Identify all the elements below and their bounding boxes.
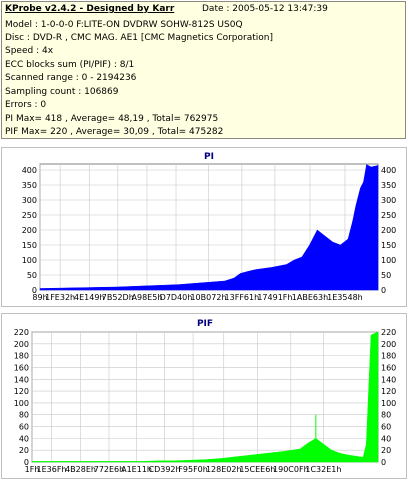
y-tick-label-left: 120 <box>14 387 29 396</box>
y-tick-label-left: 50 <box>27 271 37 280</box>
y-tick-label-left: 100 <box>14 399 29 408</box>
y-tick-label-right: 50 <box>381 271 391 280</box>
info-errors: Errors : 0 <box>5 100 47 110</box>
x-tick-label: 1FE32h <box>45 293 75 302</box>
y-tick-label-right: 400 <box>381 166 396 175</box>
x-tick-label: D7D40h <box>160 293 193 302</box>
x-tick-label: 7B52Dh <box>102 293 134 302</box>
y-tick-label-left: 200 <box>14 340 29 349</box>
pi-chart-title: PI <box>204 152 214 162</box>
x-tick-label: 128E02h <box>206 465 242 474</box>
y-tick-label-right: 40 <box>381 434 391 443</box>
app-title: KProbe v2.4.2 - Designed by Karr <box>5 4 175 14</box>
y-tick-label-left: 140 <box>14 375 29 384</box>
pif-chart: PIF 0 0 20 20 40 40 60 60 80 80 100 100 120 120 140 140 1… <box>14 319 397 474</box>
y-tick-label-right: 220 <box>381 328 396 337</box>
pi-series-area <box>39 164 379 291</box>
y-tick-label-left: 80 <box>19 411 29 420</box>
y-tick-label-right: 100 <box>381 256 396 265</box>
y-tick-label-left: 0 <box>32 286 37 295</box>
y-tick-label-right: 120 <box>381 387 396 396</box>
pif-chart-panel: PIF 0 0 20 20 40 40 60 60 80 80 100 100 120 120 140 140 1… <box>1 313 407 479</box>
y-tick-label-left: 180 <box>14 352 29 361</box>
pif-chart-title: PIF <box>197 319 213 329</box>
x-tick-label: 772E6h <box>94 465 124 474</box>
x-tick-label: 1E3548h <box>327 293 363 302</box>
y-tick-label-left: 250 <box>22 211 37 220</box>
x-tick-label: 1C32E1h <box>305 465 341 474</box>
y-tick-label-left: 400 <box>22 166 37 175</box>
y-tick-label-left: 40 <box>19 434 29 443</box>
info-speed: Speed : 4x <box>5 46 54 56</box>
y-tick-label-left: 220 <box>14 328 29 337</box>
x-tick-label: 89h <box>32 293 47 302</box>
y-tick-label-left: 300 <box>22 196 37 205</box>
y-tick-label-left: 350 <box>22 181 37 190</box>
y-tick-label-right: 20 <box>381 446 391 455</box>
y-tick-label-right: 140 <box>381 375 396 384</box>
y-tick-label-right: 0 <box>381 458 386 467</box>
x-tick-label: 10B072h <box>190 293 226 302</box>
y-tick-label-left: 200 <box>22 226 37 235</box>
y-tick-label-left: 100 <box>22 256 37 265</box>
y-tick-label-right: 200 <box>381 226 396 235</box>
y-tick-label-right: 80 <box>381 411 391 420</box>
info-scanned-range: Scanned range : 0 - 2194236 <box>5 73 137 83</box>
x-tick-label: 1Fh <box>25 465 40 474</box>
y-tick-label-left: 160 <box>14 363 29 372</box>
x-tick-label: 190C0Fh <box>273 465 309 474</box>
x-tick-label: 4B28Eh <box>65 465 96 474</box>
pi-chart: PI 0 0 50 50 100 100 150 150 200 200 250 250 300 300 35… <box>22 152 397 302</box>
y-tick-label-right: 180 <box>381 352 396 361</box>
pi-chart-panel: PI 0 0 50 50 100 100 150 150 200 200 250 250 300 300 35… <box>1 147 407 307</box>
pif-series-area <box>31 331 379 463</box>
x-tick-label: F95F0h <box>178 465 208 474</box>
y-tick-label-right: 300 <box>381 196 396 205</box>
x-tick-label: 4E149h <box>74 293 104 302</box>
y-tick-label-right: 250 <box>381 211 396 220</box>
y-tick-label-right: 200 <box>381 340 396 349</box>
y-tick-label-right: 350 <box>381 181 396 190</box>
x-tick-label: 13FF61h <box>225 293 260 302</box>
x-tick-label: 1E36Fh <box>37 465 67 474</box>
y-tick-label-left: 20 <box>19 446 29 455</box>
x-tick-label: 17491Fh <box>257 293 292 302</box>
y-tick-label-right: 0 <box>381 286 386 295</box>
x-tick-label: 1ABE63h <box>292 293 328 302</box>
plot-area <box>31 331 379 463</box>
info-pif-stats: PIF Max= 220 , Average= 30,09 , Total= 4… <box>5 127 224 137</box>
y-tick-label-right: 160 <box>381 363 396 372</box>
y-tick-label-right: 150 <box>381 241 396 250</box>
x-tick-label: A98E5h <box>132 293 163 302</box>
y-tick-label-left: 150 <box>22 241 37 250</box>
info-pi-stats: PI Max= 418 , Average= 48,19 , Total= 76… <box>5 114 219 124</box>
x-tick-label: CD392h <box>149 465 181 474</box>
y-tick-label-left: 0 <box>24 458 29 467</box>
y-tick-label-right: 100 <box>381 399 396 408</box>
x-tick-label: A1E11h <box>121 465 152 474</box>
info-panel: KProbe v2.4.2 - Designed by Karr Date : … <box>1 1 406 139</box>
x-tick-label: 15CEE6h <box>239 465 275 474</box>
info-sampling-count: Sampling count : 106869 <box>5 87 119 97</box>
info-model: Model : 1-0-0-0 F:LITE-ON DVDRW SOHW-812… <box>5 20 243 30</box>
y-tick-label-right: 60 <box>381 423 391 432</box>
y-tick-label-left: 60 <box>19 423 29 432</box>
info-ecc-blocks: ECC blocks sum (PI/PIF) : 8/1 <box>5 60 135 70</box>
info-disc: Disc : DVD-R , CMC MAG. AE1 [CMC Magneti… <box>5 33 273 43</box>
scan-date: Date : 2005-05-12 13:47:39 <box>202 4 328 14</box>
